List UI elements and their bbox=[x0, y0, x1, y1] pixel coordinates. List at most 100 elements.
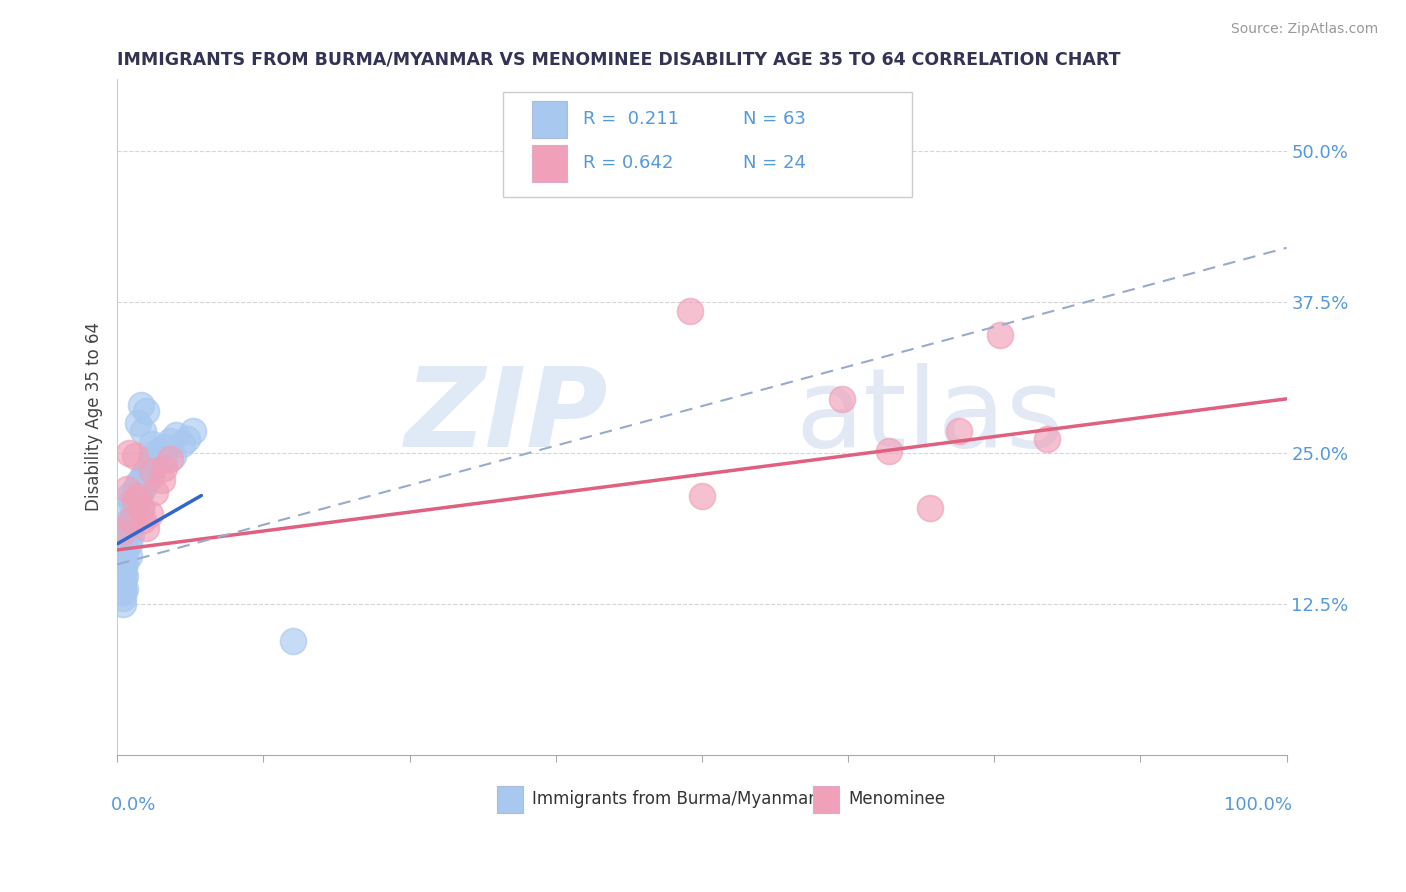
Text: N = 63: N = 63 bbox=[742, 111, 806, 128]
Point bbox=[114, 521, 136, 535]
FancyBboxPatch shape bbox=[498, 786, 523, 813]
Point bbox=[114, 533, 136, 548]
Point bbox=[124, 509, 146, 524]
Point bbox=[114, 569, 136, 583]
Point bbox=[129, 473, 152, 487]
Point bbox=[114, 582, 136, 596]
Point bbox=[690, 489, 713, 503]
Point bbox=[170, 436, 193, 450]
Point bbox=[120, 494, 142, 508]
Point bbox=[112, 567, 135, 582]
Point bbox=[281, 633, 304, 648]
Point bbox=[141, 436, 163, 450]
Point bbox=[112, 561, 135, 575]
Point bbox=[139, 507, 162, 521]
Point bbox=[1036, 432, 1059, 446]
Point bbox=[129, 500, 152, 515]
Text: N = 24: N = 24 bbox=[742, 154, 806, 172]
Text: ZIP: ZIP bbox=[405, 363, 609, 470]
FancyBboxPatch shape bbox=[533, 101, 568, 137]
Point bbox=[139, 470, 162, 484]
Text: atlas: atlas bbox=[796, 363, 1064, 470]
Point bbox=[118, 500, 141, 515]
Point bbox=[115, 483, 138, 497]
Point bbox=[135, 404, 157, 418]
Point bbox=[112, 524, 135, 539]
Point bbox=[127, 416, 149, 430]
Y-axis label: Disability Age 35 to 64: Disability Age 35 to 64 bbox=[86, 323, 103, 511]
FancyBboxPatch shape bbox=[533, 145, 568, 182]
Point bbox=[153, 440, 176, 454]
Point bbox=[120, 528, 142, 542]
Point bbox=[679, 303, 702, 318]
Point bbox=[112, 585, 135, 599]
Point bbox=[120, 516, 142, 531]
Point bbox=[118, 446, 141, 460]
Point bbox=[948, 425, 970, 439]
Point bbox=[112, 579, 135, 593]
Point bbox=[112, 549, 135, 563]
Point bbox=[139, 456, 162, 470]
Point bbox=[114, 558, 136, 572]
Point bbox=[114, 545, 136, 559]
Point bbox=[127, 489, 149, 503]
Point bbox=[132, 467, 155, 482]
Point bbox=[159, 452, 181, 467]
Text: Source: ZipAtlas.com: Source: ZipAtlas.com bbox=[1230, 22, 1378, 37]
Point bbox=[120, 513, 142, 527]
Point bbox=[124, 494, 146, 508]
Point bbox=[118, 489, 141, 503]
Point bbox=[918, 500, 941, 515]
Point bbox=[112, 597, 135, 611]
Text: Immigrants from Burma/Myanmar: Immigrants from Burma/Myanmar bbox=[533, 790, 815, 808]
Point bbox=[135, 521, 157, 535]
Point bbox=[112, 555, 135, 569]
Point bbox=[176, 432, 198, 446]
Point bbox=[112, 555, 135, 569]
Point bbox=[146, 443, 169, 458]
Point bbox=[124, 449, 146, 463]
FancyBboxPatch shape bbox=[503, 92, 912, 197]
Point bbox=[181, 425, 204, 439]
Point bbox=[153, 460, 176, 475]
Point bbox=[112, 542, 135, 557]
Point bbox=[112, 573, 135, 587]
Text: 0.0%: 0.0% bbox=[111, 796, 156, 814]
Point bbox=[143, 484, 166, 499]
Point bbox=[165, 428, 187, 442]
Point bbox=[135, 464, 157, 478]
Point bbox=[112, 585, 135, 599]
Point bbox=[112, 561, 135, 575]
Point bbox=[118, 524, 141, 539]
Point bbox=[132, 513, 155, 527]
Point bbox=[129, 484, 152, 499]
Point bbox=[159, 434, 181, 449]
Point bbox=[141, 464, 163, 478]
Point bbox=[143, 452, 166, 467]
Point bbox=[162, 449, 184, 463]
Point bbox=[877, 443, 900, 458]
Text: IMMIGRANTS FROM BURMA/MYANMAR VS MENOMINEE DISABILITY AGE 35 TO 64 CORRELATION C: IMMIGRANTS FROM BURMA/MYANMAR VS MENOMIN… bbox=[117, 51, 1121, 69]
Point bbox=[135, 476, 157, 491]
Point bbox=[127, 476, 149, 491]
Point bbox=[988, 327, 1011, 342]
Text: Menominee: Menominee bbox=[848, 790, 945, 808]
Point bbox=[129, 398, 152, 412]
Point bbox=[141, 460, 163, 475]
Point bbox=[112, 591, 135, 606]
Point bbox=[132, 425, 155, 439]
Point bbox=[153, 452, 176, 467]
Point bbox=[150, 473, 173, 487]
Point bbox=[112, 537, 135, 551]
Point bbox=[831, 392, 853, 406]
Point bbox=[124, 483, 146, 497]
Point bbox=[118, 513, 141, 527]
Point bbox=[132, 480, 155, 494]
Point bbox=[112, 567, 135, 582]
Text: R = 0.642: R = 0.642 bbox=[582, 154, 673, 172]
Point bbox=[112, 573, 135, 587]
Text: R =  0.211: R = 0.211 bbox=[582, 111, 679, 128]
Text: 100.0%: 100.0% bbox=[1225, 796, 1292, 814]
Point bbox=[127, 489, 149, 503]
Point bbox=[118, 549, 141, 563]
